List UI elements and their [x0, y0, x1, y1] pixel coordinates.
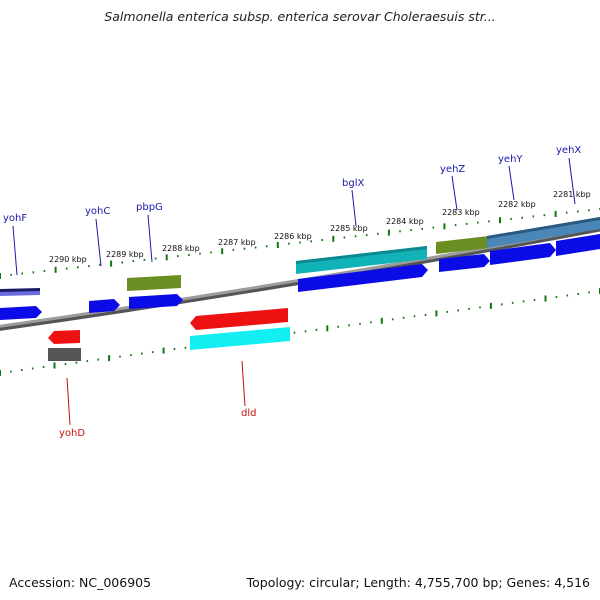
gene-label-yehX[interactable]: yehX	[556, 145, 581, 156]
scale-label-2281: 2281 kbp	[553, 190, 591, 199]
scale-label-2290: 2290 kbp	[49, 255, 87, 264]
cds-yehX[interactable]	[556, 234, 600, 256]
cds-yohC[interactable]	[89, 299, 120, 313]
cds-dld-red[interactable]	[190, 308, 288, 330]
scale-label-2286: 2286 kbp	[274, 232, 312, 241]
label-leaders	[12, 157, 576, 426]
feature-yehY-steel-top	[487, 217, 600, 239]
gene-label-yehZ[interactable]: yehZ	[440, 164, 465, 175]
scale-label-2283: 2283 kbp	[442, 208, 480, 217]
scale-label-2289: 2289 kbp	[106, 250, 144, 259]
gene-label-yohF[interactable]: yohF	[3, 213, 27, 224]
cds-yohD-red[interactable]	[48, 330, 80, 344]
accession-text: Accession: NC_006905	[9, 575, 152, 590]
gene-label-yohC[interactable]: yohC	[85, 206, 110, 217]
scale-labels: 2290 kbp 2289 kbp 2288 kbp 2287 kbp 2286…	[49, 190, 591, 264]
upper-tick-row	[0, 208, 600, 279]
scale-label-2284: 2284 kbp	[386, 217, 424, 226]
scale-label-2285: 2285 kbp	[330, 224, 368, 233]
gene-label-bglX[interactable]: bglX	[342, 178, 364, 189]
gene-label-dld[interactable]: dld	[241, 408, 256, 419]
cds-yohF[interactable]	[0, 306, 42, 320]
map-title: Salmonella enterica subsp. enterica sero…	[104, 9, 496, 24]
feature-pbpG-olive[interactable]	[127, 275, 181, 291]
genome-stats-text: Topology: circular; Length: 4,755,700 bp…	[246, 575, 590, 590]
gene-labels: yohF yohC pbpG bglX yehZ yehY yehX yohD …	[3, 145, 581, 439]
cds-pbpG[interactable]	[129, 294, 183, 309]
gene-label-pbpG[interactable]: pbpG	[136, 202, 163, 213]
feature-bglX-teal-top	[296, 246, 427, 264]
cds-bglX[interactable]	[298, 264, 428, 292]
gene-label-yehY[interactable]: yehY	[498, 154, 523, 165]
scale-label-2288: 2288 kbp	[162, 244, 200, 253]
cds-yehZ[interactable]	[439, 254, 490, 272]
cds-yehY[interactable]	[490, 243, 556, 265]
feature-yohD-gray[interactable]	[48, 348, 81, 361]
feature-yehZ-olive[interactable]	[436, 236, 489, 254]
scale-label-2287: 2287 kbp	[218, 238, 256, 247]
feature-bglX-teal[interactable]	[296, 246, 427, 274]
feature-yohF-purple[interactable]	[0, 291, 40, 296]
features	[0, 217, 600, 361]
scale-label-2282: 2282 kbp	[498, 200, 536, 209]
feature-dld-cyan[interactable]	[190, 327, 290, 350]
gene-label-yohD[interactable]: yohD	[59, 428, 85, 439]
